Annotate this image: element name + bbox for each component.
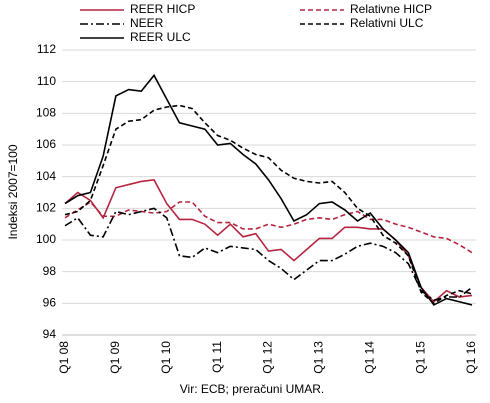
source-note: Vir: ECB; preračuni UMAR. [180, 382, 325, 396]
x-tick-label: Q1 13 [312, 341, 326, 374]
legend-label: Relativni ULC [350, 16, 424, 30]
x-tick-label: Q1 12 [261, 341, 275, 374]
x-tick-label: Q1 16 [464, 341, 478, 374]
legend-label: REER ULC [130, 30, 191, 44]
y-axis-label: Indeksi 2007=100 [6, 144, 20, 239]
x-tick-label: Q1 14 [362, 341, 376, 374]
legend-label: REER HICP [130, 2, 195, 16]
y-tick-label: 104 [36, 169, 56, 183]
legend-label: Relativne HICP [350, 2, 432, 16]
legend-label: NEER [130, 16, 164, 30]
x-tick-label: Q1 09 [108, 341, 122, 374]
x-tick-label: Q1 15 [413, 341, 427, 374]
series-line [64, 178, 473, 303]
y-tick-label: 108 [36, 106, 56, 120]
series-line [64, 200, 473, 254]
y-tick-label: 106 [36, 137, 56, 151]
series-line [64, 207, 473, 302]
x-tick-label: Q1 08 [57, 341, 71, 374]
series-line [64, 73, 473, 306]
y-tick-label: 96 [43, 296, 57, 310]
y-tick-label: 102 [36, 201, 56, 215]
x-tick-label: Q1 10 [159, 341, 173, 374]
series-line [64, 104, 473, 305]
y-tick-label: 98 [43, 264, 57, 278]
y-tick-label: 100 [36, 232, 56, 246]
x-tick-label: Q1 11 [210, 341, 224, 373]
y-tick-label: 112 [37, 42, 56, 56]
y-tick-label: 94 [43, 327, 57, 341]
y-tick-label: 110 [37, 74, 56, 88]
